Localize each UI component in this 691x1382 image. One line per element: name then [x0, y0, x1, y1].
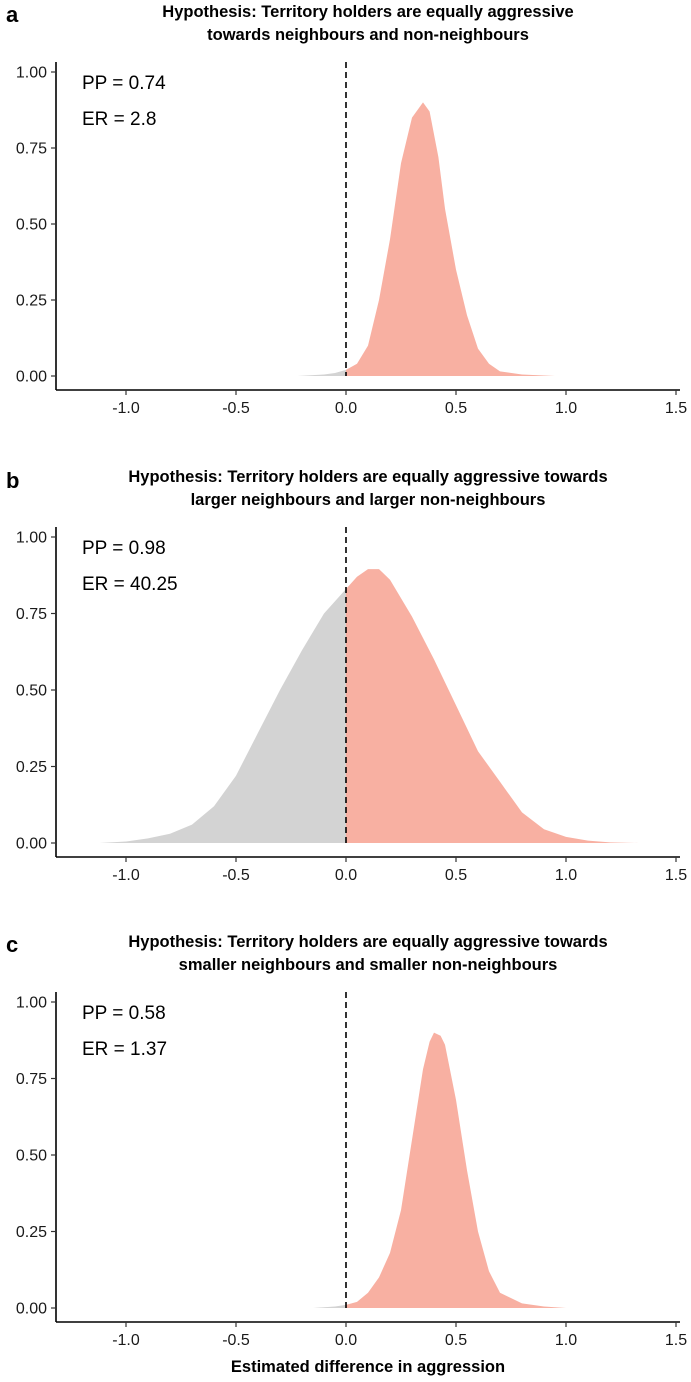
- annotation-text: ER = 40.25: [82, 574, 178, 595]
- y-tick-label: 0.75: [16, 1071, 47, 1088]
- x-tick-label: 1.5: [665, 1332, 687, 1349]
- panel-c: c Hypothesis: Territory holders are equal…: [6, 932, 687, 1349]
- x-tick-label: -1.0: [112, 400, 140, 417]
- annotation-text: PP = 0.58: [82, 1003, 166, 1024]
- chart-title-line: towards neighbours and non-neighbours: [207, 26, 529, 44]
- y-tick-label: 1.00: [16, 65, 47, 82]
- density-area-positive: [346, 102, 555, 377]
- y-tick-label: 0.00: [16, 836, 47, 853]
- x-tick-label: 0.0: [335, 1332, 357, 1349]
- x-tick-label: -1.0: [112, 867, 140, 884]
- y-tick-label: 0.75: [16, 141, 47, 158]
- y-tick-label: 0.50: [16, 1148, 47, 1165]
- chart-title-line: Hypothesis: Territory holders are equall…: [128, 933, 607, 951]
- panel-label: b: [6, 468, 19, 493]
- density-area-negative: [99, 589, 346, 843]
- y-tick-label: 0.75: [16, 606, 47, 623]
- panel-label: c: [6, 932, 18, 957]
- chart-title-line: larger neighbours and larger non-neighbo…: [191, 491, 546, 509]
- x-tick-label: 0.0: [335, 867, 357, 884]
- y-tick-label: 0.50: [16, 683, 47, 700]
- panel-b: b Hypothesis: Territory holders are equal…: [6, 468, 687, 884]
- x-tick-label: 1.5: [665, 867, 687, 884]
- x-tick-label: 0.0: [335, 400, 357, 417]
- density-area-positive: [346, 569, 639, 843]
- y-tick-label: 0.50: [16, 217, 47, 234]
- annotation-text: ER = 1.37: [82, 1039, 167, 1060]
- y-tick-label: 0.00: [16, 1301, 47, 1318]
- annotation-text: PP = 0.98: [82, 538, 166, 559]
- density-area-negative: [313, 1304, 346, 1308]
- x-tick-label: -1.0: [112, 1332, 140, 1349]
- x-tick-label: 1.5: [665, 400, 687, 417]
- y-tick-label: 0.00: [16, 369, 47, 386]
- annotation-text: ER = 2.8: [82, 109, 156, 130]
- x-tick-label: 1.0: [555, 867, 577, 884]
- y-tick-label: 1.00: [16, 995, 47, 1012]
- panel-label: a: [6, 2, 19, 27]
- x-axis-label: Estimated difference in aggression: [231, 1358, 505, 1376]
- y-tick-label: 0.25: [16, 759, 47, 776]
- x-tick-label: 0.5: [445, 867, 467, 884]
- x-tick-label: 0.5: [445, 400, 467, 417]
- chart-title-line: Hypothesis: Territory holders are equall…: [162, 3, 573, 21]
- x-tick-label: 0.5: [445, 1332, 467, 1349]
- chart-title-line: smaller neighbours and smaller non-neigh…: [179, 956, 558, 974]
- density-area-positive: [346, 1032, 566, 1308]
- annotation-text: PP = 0.74: [82, 73, 166, 94]
- y-tick-label: 1.00: [16, 530, 47, 547]
- x-tick-label: -0.5: [222, 867, 250, 884]
- x-tick-label: 1.0: [555, 400, 577, 417]
- panel-a: a Hypothesis: Territory holders are equal…: [6, 2, 687, 417]
- x-tick-label: -0.5: [222, 1332, 250, 1349]
- y-tick-label: 0.25: [16, 1224, 47, 1241]
- chart-title-line: Hypothesis: Territory holders are equall…: [128, 468, 607, 486]
- x-tick-label: -0.5: [222, 400, 250, 417]
- density-area-negative: [297, 369, 346, 376]
- y-tick-label: 0.25: [16, 293, 47, 310]
- x-tick-label: 1.0: [555, 1332, 577, 1349]
